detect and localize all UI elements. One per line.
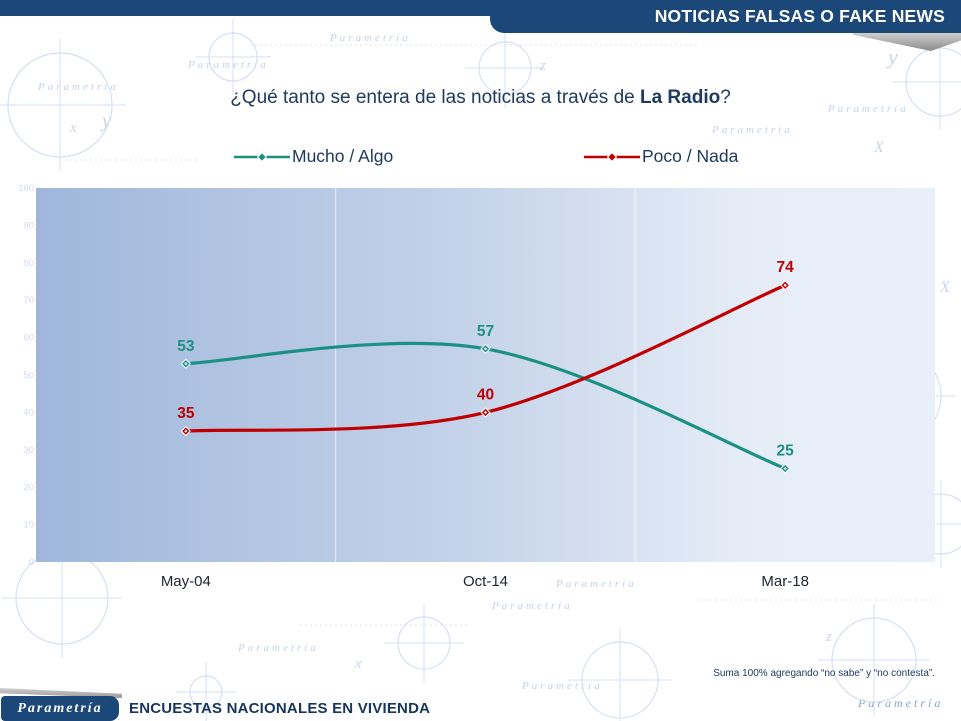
footer-tagline: ENCUESTAS NACIONALES EN VIVIENDA (129, 700, 431, 717)
svg-text:Parametría: Parametría (711, 124, 793, 136)
svg-text:Parametría: Parametría (187, 59, 269, 71)
svg-text:100: 100 (18, 183, 34, 194)
svg-text:50: 50 (23, 370, 34, 381)
svg-text:74: 74 (777, 259, 795, 276)
svg-text:53: 53 (177, 338, 195, 355)
legend-item-poco-nada: Poco / Nada (583, 146, 738, 167)
svg-text:X: X (939, 279, 951, 296)
legend-line-marker-icon (234, 151, 290, 162)
svg-text:May-04: May-04 (161, 573, 211, 590)
svg-text:Parametría: Parametría (521, 680, 603, 692)
svg-text:30: 30 (23, 445, 34, 456)
legend-item-mucho-algo: Mucho / Algo (233, 146, 393, 167)
header-band: NOTICIAS FALSAS O FAKE NEWS (490, 0, 961, 33)
svg-text:25: 25 (777, 443, 795, 460)
svg-text:10: 10 (23, 520, 34, 531)
svg-text:0: 0 (29, 557, 34, 568)
svg-text:Parametría: Parametría (857, 696, 943, 710)
svg-text:Parametría: Parametría (237, 642, 319, 654)
svg-text:Oct-14: Oct-14 (463, 573, 508, 590)
svg-text:90: 90 (23, 220, 34, 231)
svg-text:Parametría: Parametría (827, 103, 909, 115)
svg-text:70: 70 (23, 295, 34, 306)
svg-text:Parametría: Parametría (491, 600, 573, 612)
footnote: Suma 100% agregando “no sabe” y “no cont… (713, 668, 935, 679)
svg-text:x: x (354, 656, 362, 672)
svg-text:x: x (69, 120, 77, 136)
legend-line-marker-icon (584, 151, 640, 162)
svg-text:20: 20 (23, 482, 34, 493)
line-chart: 0 10 20 30 40 50 60 70 80 90 100 53 57 25 35 40 74 May-04… (18, 183, 935, 590)
svg-text:Parametría: Parametría (329, 32, 411, 44)
svg-text:z: z (825, 629, 832, 645)
svg-text:35: 35 (177, 405, 195, 422)
svg-text:y: y (100, 110, 111, 132)
svg-text:z: z (539, 58, 546, 74)
svg-text:y: y (886, 44, 898, 69)
title-suffix: ? (720, 87, 731, 108)
parametria-logo: Parametría (1, 696, 119, 721)
svg-text:40: 40 (477, 386, 494, 403)
footer-fold-ribbon (0, 688, 122, 698)
svg-text:Parametría: Parametría (555, 578, 637, 590)
parametria-logo-text: Parametría (17, 700, 103, 716)
legend-label: Poco / Nada (642, 146, 739, 166)
title-prefix: ¿Qué tanto se entera de las noticias a t… (230, 87, 640, 108)
svg-text:40: 40 (23, 407, 34, 418)
svg-text:Parametría: Parametría (37, 81, 119, 93)
svg-text:57: 57 (477, 323, 494, 340)
svg-text:60: 60 (23, 333, 34, 344)
svg-text:80: 80 (23, 258, 34, 269)
legend-label: Mucho / Algo (292, 146, 394, 166)
page-title: ¿Qué tanto se entera de las noticias a t… (0, 87, 961, 109)
svg-text:Mar-18: Mar-18 (761, 573, 809, 590)
header-title: NOTICIAS FALSAS O FAKE NEWS (654, 6, 945, 26)
svg-text:X: X (873, 139, 885, 156)
title-highlight: La Radio (639, 87, 721, 108)
